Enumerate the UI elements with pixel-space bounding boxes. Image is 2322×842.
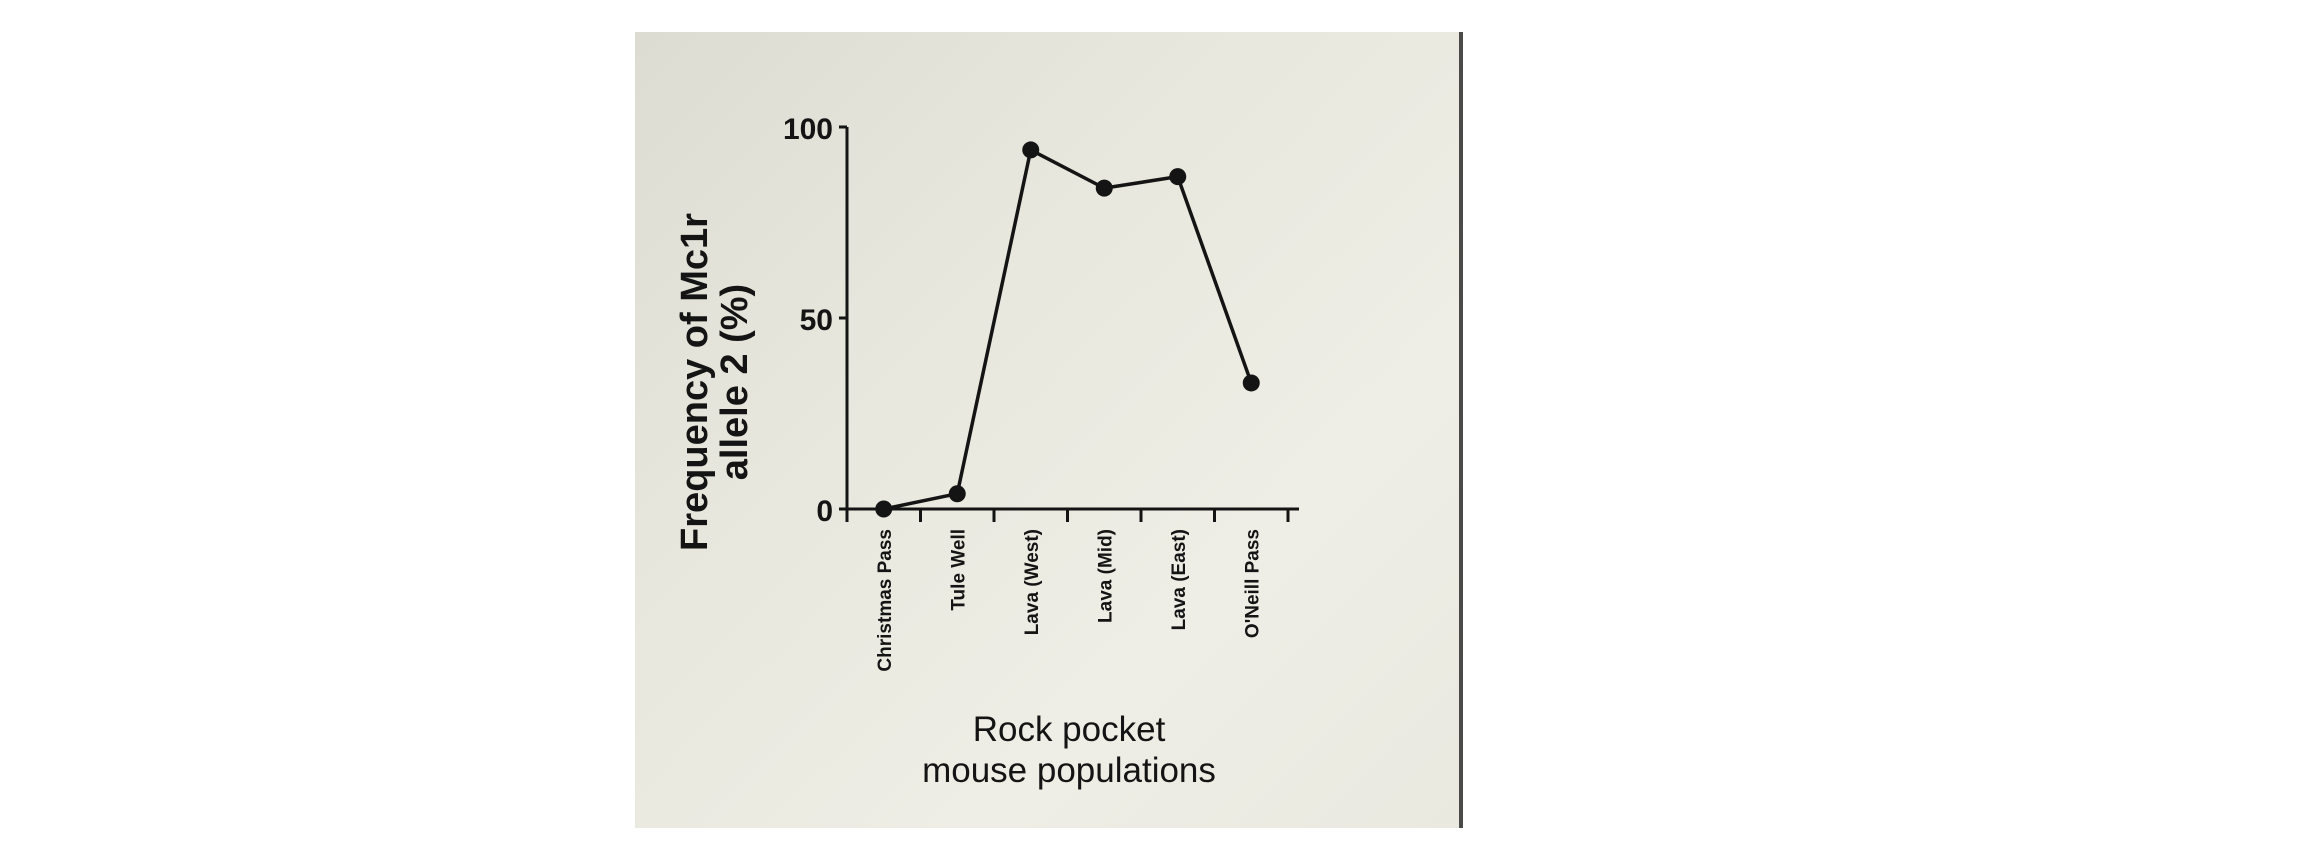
x-axis-title-line1: Rock pocket: [973, 710, 1166, 749]
series-line: [883, 148, 1253, 511]
x-ticks: [845, 509, 1290, 522]
x-tick-label: Christmas Pass: [875, 529, 896, 672]
data-point: [1169, 168, 1187, 186]
x-tick-label: Tule Well: [948, 529, 969, 611]
y-axis-title: Frequency of Mc1r allele 2 (%): [674, 213, 756, 551]
x-tick-label: Lava (East): [1169, 529, 1190, 630]
y-axis-title-line1: Frequency of Mc1r: [674, 213, 716, 551]
y-ticks: 0 50 100: [783, 113, 847, 528]
y-tick-label: 100: [783, 113, 833, 146]
x-tick-label: Lava (Mid): [1095, 529, 1116, 623]
x-tick-labels: Christmas Pass Tule Well Lava (West) Lava (…: [875, 529, 1264, 672]
photo-of-figure: Frequency of Mc1r allele 2 (%) 0 50 100 Ch…: [635, 32, 1463, 828]
photo-border: [1459, 32, 1463, 828]
x-tick-label: Lava (West): [1022, 529, 1043, 635]
y-tick-label: 50: [800, 304, 833, 337]
data-point: [1022, 141, 1040, 159]
data-point: [875, 500, 893, 518]
data-point: [1095, 179, 1113, 197]
data-point: [1242, 374, 1260, 392]
data-point: [948, 485, 966, 503]
x-axis-title-line2: mouse populations: [922, 751, 1216, 790]
y-axis-title-line2: allele 2 (%): [714, 284, 756, 480]
y-tick-label: 0: [816, 495, 833, 528]
x-tick-label: O'Neill Pass: [1242, 529, 1263, 638]
series-line-group: [875, 141, 1260, 518]
line-chart: Frequency of Mc1r allele 2 (%) 0 50 100 Ch…: [674, 113, 1299, 790]
